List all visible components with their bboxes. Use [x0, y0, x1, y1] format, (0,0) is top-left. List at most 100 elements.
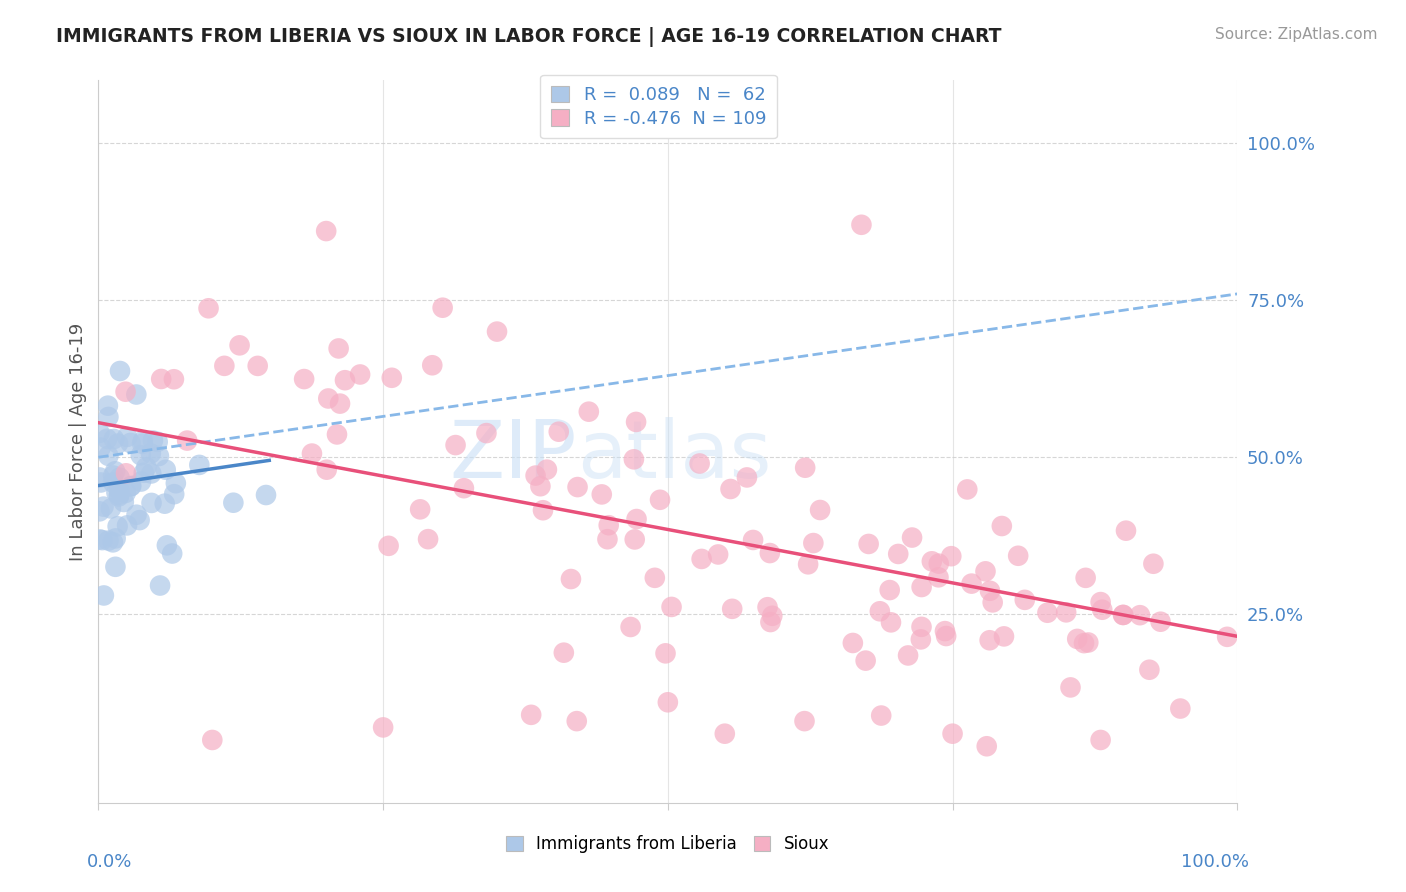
Point	[901, 531, 924, 545]
Point	[97, 399, 120, 413]
Point	[114, 486, 136, 500]
Point	[981, 595, 1004, 609]
Point	[100, 501, 122, 516]
Point	[1073, 636, 1095, 650]
Point	[453, 481, 475, 495]
Text: Source: ZipAtlas.com: Source: ZipAtlas.com	[1215, 27, 1378, 42]
Point	[201, 733, 224, 747]
Point	[855, 654, 877, 668]
Point	[89, 470, 111, 484]
Point	[657, 695, 679, 709]
Point	[793, 714, 815, 728]
Point	[349, 368, 371, 382]
Point	[432, 301, 454, 315]
Point	[128, 513, 150, 527]
Point	[112, 495, 135, 509]
Point	[142, 434, 165, 448]
Point	[125, 508, 148, 522]
Point	[910, 632, 932, 647]
Point	[851, 218, 873, 232]
Legend: Immigrants from Liberia, Sioux: Immigrants from Liberia, Sioux	[499, 828, 837, 860]
Point	[531, 503, 554, 517]
Point	[759, 546, 782, 560]
Point	[105, 485, 128, 500]
Point	[101, 535, 124, 549]
Point	[150, 372, 173, 386]
Point	[420, 358, 443, 372]
Point	[934, 624, 956, 639]
Point	[910, 580, 932, 594]
Point	[104, 532, 127, 546]
Point	[228, 338, 250, 352]
Point	[547, 425, 569, 439]
Point	[160, 547, 183, 561]
Point	[139, 446, 162, 460]
Point	[333, 373, 356, 387]
Point	[214, 359, 236, 373]
Point	[742, 533, 765, 547]
Point	[89, 533, 111, 547]
Point	[120, 479, 142, 493]
Point	[153, 497, 176, 511]
Point	[115, 467, 138, 481]
Text: atlas: atlas	[576, 417, 770, 495]
Point	[254, 488, 277, 502]
Point	[329, 396, 352, 410]
Point	[880, 615, 903, 630]
Point	[626, 512, 648, 526]
Point	[1036, 606, 1059, 620]
Point	[292, 372, 315, 386]
Point	[560, 572, 582, 586]
Point	[654, 646, 676, 660]
Point	[125, 387, 148, 401]
Point	[96, 432, 118, 446]
Point	[714, 727, 737, 741]
Point	[1090, 733, 1112, 747]
Point	[163, 487, 186, 501]
Point	[979, 583, 1001, 598]
Point	[108, 364, 131, 378]
Point	[1014, 592, 1036, 607]
Point	[1112, 607, 1135, 622]
Point	[176, 434, 198, 448]
Point	[101, 475, 124, 490]
Point	[107, 519, 129, 533]
Point	[993, 629, 1015, 643]
Point	[155, 463, 177, 477]
Point	[108, 490, 131, 504]
Text: 0.0%: 0.0%	[87, 854, 132, 871]
Point	[1091, 603, 1114, 617]
Y-axis label: In Labor Force | Age 16-19: In Labor Force | Age 16-19	[69, 322, 87, 561]
Point	[974, 565, 997, 579]
Point	[761, 608, 783, 623]
Point	[409, 502, 432, 516]
Point	[596, 533, 619, 547]
Point	[156, 538, 179, 552]
Point	[444, 438, 467, 452]
Text: ZIP: ZIP	[450, 417, 576, 495]
Point	[578, 405, 600, 419]
Point	[141, 467, 163, 481]
Point	[90, 475, 112, 490]
Point	[520, 707, 543, 722]
Point	[135, 460, 157, 475]
Point	[707, 548, 730, 562]
Point	[928, 557, 950, 571]
Point	[381, 371, 404, 385]
Point	[808, 503, 831, 517]
Point	[1216, 630, 1239, 644]
Point	[97, 449, 120, 463]
Point	[91, 533, 114, 548]
Point	[371, 720, 394, 734]
Point	[623, 533, 645, 547]
Point	[93, 589, 115, 603]
Point	[921, 554, 943, 568]
Point	[735, 470, 758, 484]
Point	[620, 620, 643, 634]
Point	[976, 739, 998, 754]
Point	[93, 500, 115, 514]
Point	[1112, 607, 1135, 622]
Point	[108, 488, 131, 502]
Point	[536, 462, 558, 476]
Point	[941, 549, 963, 564]
